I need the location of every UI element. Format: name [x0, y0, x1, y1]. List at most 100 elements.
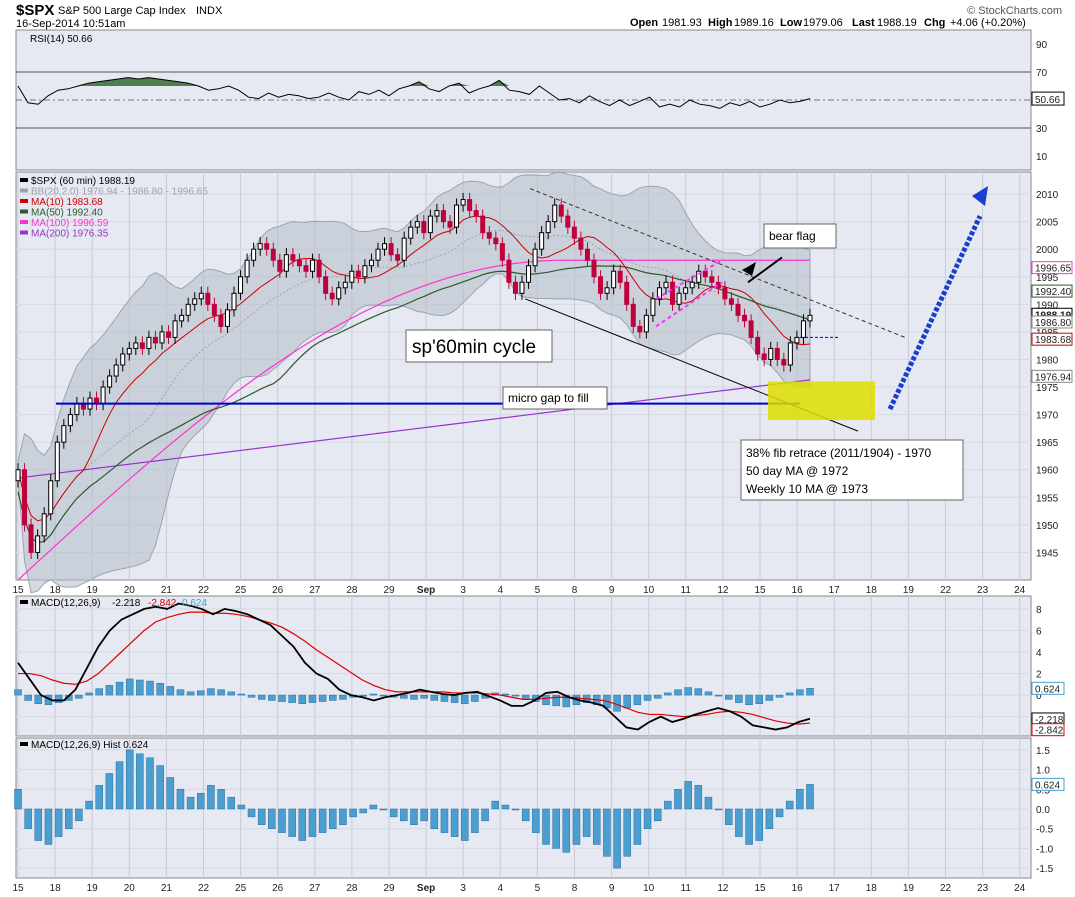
x-tick-label: 28: [346, 883, 358, 894]
x-tick-label: 3: [460, 585, 466, 596]
candle-body: [473, 210, 479, 217]
svg-text:Low: Low: [780, 17, 802, 29]
macd-hist-bar: [704, 691, 713, 696]
macd-hist-bar: [278, 694, 286, 702]
macd-right-label: 0.624: [1031, 681, 1065, 695]
x-tick-label: 11: [681, 883, 692, 894]
x-tick-label: 29: [383, 585, 395, 596]
bb-midline: [17, 229, 811, 522]
candle-body: [683, 287, 689, 294]
macd-hist-bar: [176, 689, 185, 696]
candle-body: [807, 314, 813, 322]
hist-bar: [430, 808, 439, 829]
x-tick-label: 19: [903, 883, 915, 894]
candle-body: [310, 259, 316, 272]
hist-bar: [288, 808, 296, 837]
candle-body: [467, 199, 473, 212]
hist-bar: [785, 800, 794, 810]
hist-last-label: 0.624: [1031, 777, 1065, 791]
svg-text:MACD(12,26,9) Hist 0.624: MACD(12,26,9) Hist 0.624: [31, 740, 149, 751]
hist-bar: [339, 808, 347, 826]
x-tick-label: 12: [717, 585, 729, 596]
rsi-y-tick: 10: [1036, 152, 1048, 163]
macd-hist-bar: [156, 682, 164, 696]
macd-y-tick: 4: [1036, 648, 1042, 659]
x-tick-label: 18: [50, 883, 62, 894]
bear-flag-arrowhead: [742, 262, 756, 276]
macd-hist-bar: [207, 688, 215, 696]
price-right-label: 1986.80: [1031, 315, 1073, 329]
candle-body: [126, 347, 132, 355]
panel-hist: [15, 737, 1032, 879]
macd-hist-bar: [623, 694, 631, 709]
macd-hist-bar: [197, 690, 205, 696]
candle-body: [506, 259, 512, 283]
candle-body: [355, 270, 361, 278]
rsi-y-tick: 70: [1036, 68, 1048, 79]
macd-hist-bar: [237, 693, 246, 696]
x-tick-label: 16: [792, 883, 804, 894]
hist-bar: [450, 808, 459, 837]
hist-bar: [542, 808, 550, 845]
macd-hist-bar: [461, 694, 469, 704]
header-exchange: INDX: [196, 5, 223, 17]
rsi-legend: RSI(14) 50.66: [30, 34, 93, 45]
candle-body: [401, 237, 407, 261]
hist-bar: [257, 808, 266, 826]
candle-body: [257, 243, 263, 250]
candle-body: [709, 276, 715, 283]
hist-bar: [511, 808, 520, 811]
candle-body: [349, 270, 355, 283]
annotation-target-box: 38% fib retrace (2011/1904) - 1970 50 da…: [740, 439, 964, 501]
x-tick-label: 12: [717, 883, 729, 894]
price-y-tick: 1955: [1036, 493, 1059, 504]
x-tick-label: 21: [161, 883, 173, 894]
x-tick-label: 25: [235, 585, 247, 596]
macd-hist-bar: [643, 694, 652, 701]
candle-body: [591, 259, 597, 278]
hist-bar: [633, 808, 642, 845]
hist-bar: [714, 808, 723, 811]
candle-body: [28, 524, 34, 553]
macd-hist-bar: [796, 689, 804, 696]
x-tick-label: 23: [977, 585, 989, 596]
svg-text:Last: Last: [852, 17, 875, 29]
candle-body: [296, 259, 302, 267]
candle-body: [598, 276, 604, 294]
candle-body: [781, 358, 787, 366]
x-tick-label: 3: [460, 883, 466, 894]
candle-body: [244, 259, 250, 278]
hist-bar: [14, 789, 22, 810]
macd-hist-bar: [725, 694, 733, 700]
hist-bar: [379, 808, 388, 811]
price-legend-item: BB(20,2.0) 1976.94 - 1986.80 - 1996.65: [20, 187, 208, 198]
hist-bar: [643, 808, 652, 829]
x-tick-label: 5: [535, 585, 541, 596]
x-tick-label: 27: [309, 585, 321, 596]
macd-hist-bar: [430, 694, 439, 701]
hist-bar: [85, 800, 93, 810]
candle-body: [584, 248, 590, 261]
macd-hist-bar: [806, 688, 814, 696]
candle-body: [15, 469, 21, 482]
candle-body: [558, 204, 564, 217]
macd-hist-bar: [440, 694, 449, 702]
macd-hist-bar: [329, 694, 337, 701]
price-y-tick: 2005: [1036, 218, 1059, 229]
candle-body: [761, 353, 767, 360]
candle-body: [342, 281, 348, 289]
hist-bar: [136, 753, 144, 810]
hist-bar: [308, 808, 317, 837]
header-name: S&P 500 Large Cap Index: [58, 5, 186, 17]
hist-bar: [420, 808, 428, 822]
hist-bar: [735, 808, 743, 837]
price-y-tick: 2000: [1036, 245, 1059, 256]
candle-body: [35, 535, 41, 553]
ma50-line: [17, 265, 811, 544]
candle-body: [670, 281, 676, 305]
ma100-line: [17, 259, 810, 581]
x-tick-label: 9: [609, 883, 615, 894]
hist-bar: [44, 808, 53, 845]
candle-body: [22, 469, 28, 526]
hist-bar: [125, 749, 134, 810]
